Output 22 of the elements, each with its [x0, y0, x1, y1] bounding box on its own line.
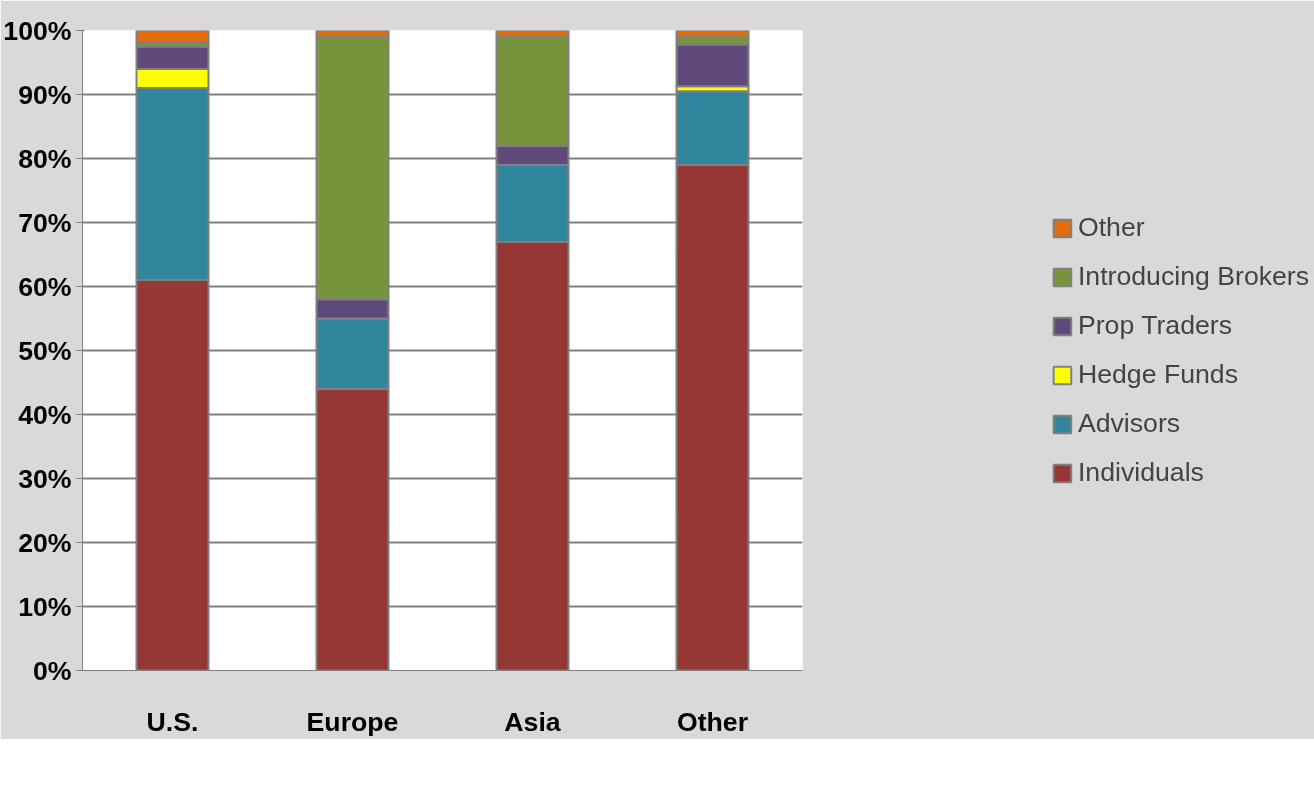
y-tick-label: 90%	[18, 79, 72, 110]
bar	[135, 30, 210, 44]
x-tick-label: Asia	[504, 706, 561, 737]
y-tick-label: 20%	[18, 527, 72, 558]
legend-label: Prop Traders	[1077, 310, 1233, 341]
y-tick-label: 10%	[18, 591, 72, 622]
x-tick-label: Other	[676, 706, 749, 737]
legend-label: Other	[1077, 212, 1145, 243]
legend-label: Individuals	[1077, 457, 1204, 488]
x-tick-label: U.S.	[146, 706, 199, 737]
y-tick-label: 60%	[18, 271, 72, 302]
legend-label: Introducing Brokers	[1077, 261, 1310, 292]
y-tick-label: 80%	[18, 143, 72, 174]
y-tick-label: 100%	[3, 15, 72, 46]
legend-label: Hedge Funds	[1077, 359, 1238, 390]
y-tick-label: 30%	[18, 463, 72, 494]
legend-label: Advisors	[1077, 408, 1181, 439]
y-tick-label: 0%	[32, 655, 72, 686]
y-tick-label: 50%	[18, 335, 72, 366]
y-tick-label: 40%	[18, 399, 72, 430]
x-tick-label: Europe	[306, 706, 399, 737]
y-tick-label: 70%	[18, 207, 72, 238]
